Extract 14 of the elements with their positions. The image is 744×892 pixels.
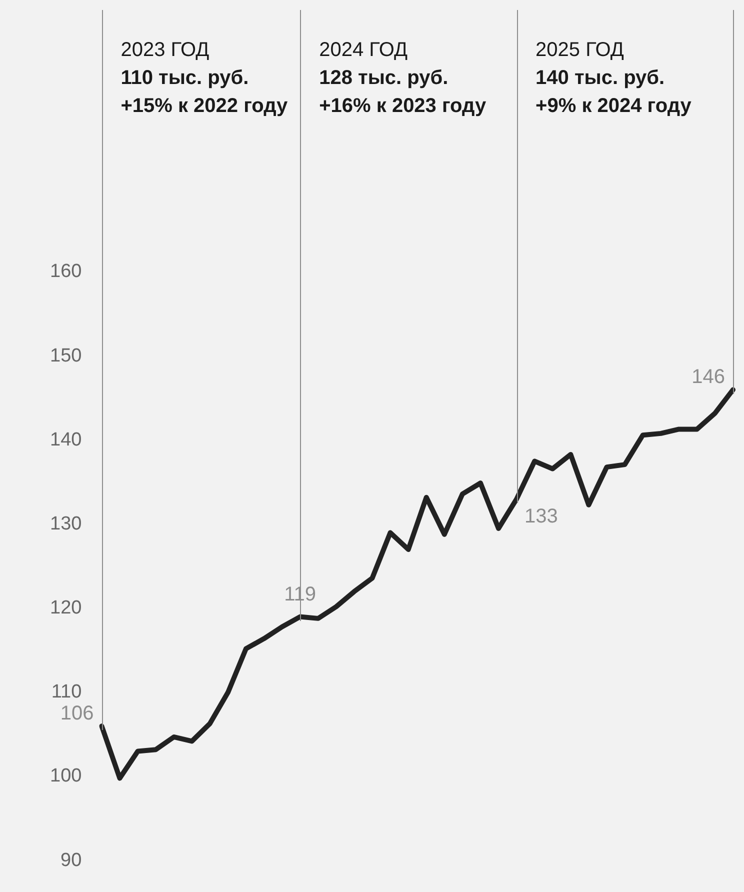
y-tick-label: 100 [50,766,82,787]
text: 2024 ГОД 128 тыс. руб. +16% к 2023 году [319,39,487,117]
y-tick-label: 150 [50,345,82,366]
y-tick-label: 130 [50,513,82,534]
text: 2023 ГОД 110 тыс. руб. +15% к 2022 году [120,39,289,117]
y-tick-label: 110 [51,682,82,703]
data-label: 133 [524,506,558,528]
y-tick-label: 120 [50,598,82,619]
y-tick-label: 140 [50,429,82,450]
y-tick-label: 90 [60,850,82,871]
data-label: 106 [60,702,94,725]
data-label: 146 [692,366,726,388]
y-tick-label: 160 [50,261,82,282]
text: 2025 ГОД 140 тыс. руб. +9% к 2024 году [536,39,692,117]
